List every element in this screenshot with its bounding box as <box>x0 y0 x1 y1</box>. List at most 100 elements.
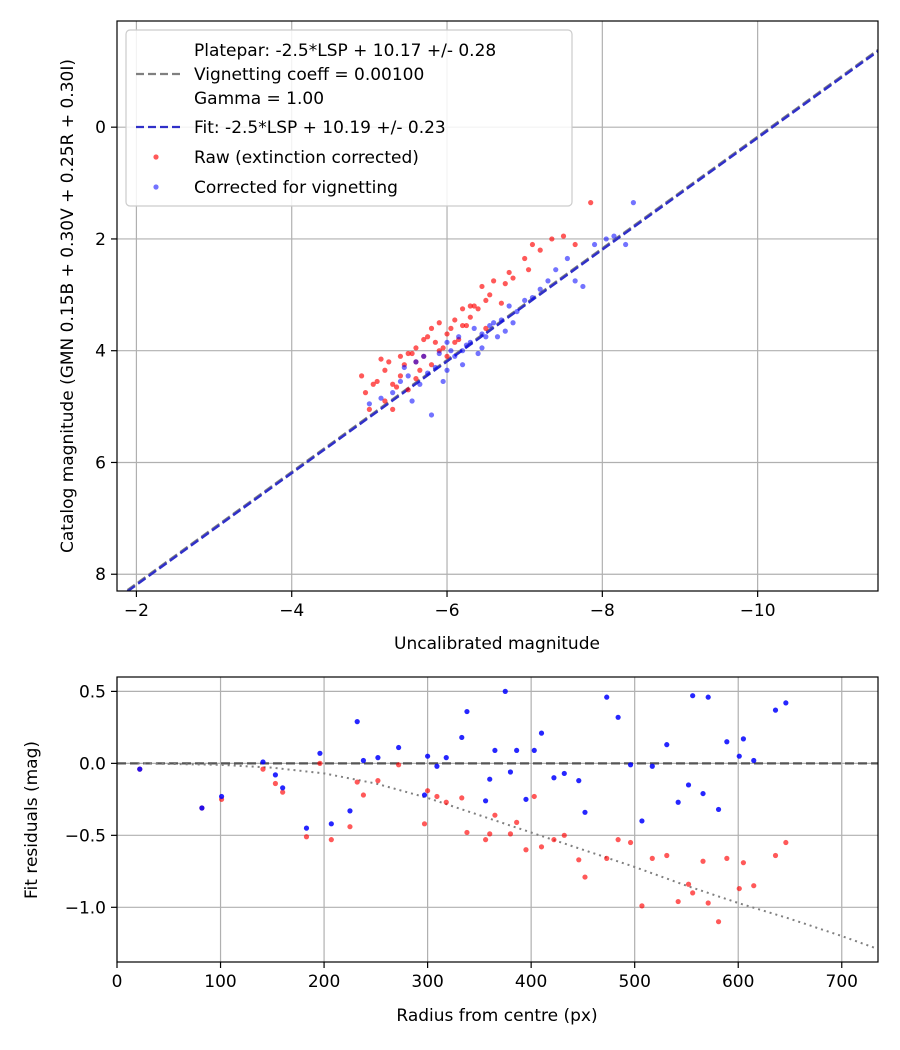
bottom-raw-point <box>464 829 470 836</box>
bottom-x-tick-label: 300 <box>411 972 443 992</box>
top-raw-point <box>390 381 396 387</box>
top-corrected-point <box>459 362 466 368</box>
top-raw-point <box>425 334 431 340</box>
top-y-tick-label: 6 <box>95 453 106 473</box>
bottom-raw-point <box>675 898 681 905</box>
bottom-x-tick-label: 200 <box>308 972 340 992</box>
top-corrected-point <box>483 334 489 340</box>
top-corrected-point <box>591 241 598 248</box>
top-fit-lines <box>124 49 878 591</box>
top-raw-point <box>386 359 392 365</box>
bottom-corrected-point <box>627 762 634 768</box>
bottom-corrected-point <box>280 785 286 791</box>
bottom-x-tick-label: 100 <box>204 972 236 992</box>
legend-raw-marker <box>153 154 159 160</box>
top-corrected-point <box>514 308 520 315</box>
top-corrected-point <box>506 303 512 309</box>
bottom-x-tick-label: 400 <box>515 972 547 992</box>
bottom-corrected-point <box>272 772 279 778</box>
top-raw-point <box>459 322 466 329</box>
top-corrected-point <box>529 295 536 301</box>
bottom-corrected-point <box>375 755 381 761</box>
bottom-raw-point <box>615 837 621 843</box>
top-raw-point <box>382 398 388 404</box>
bottom-raw-point <box>715 919 722 925</box>
top-corrected-point <box>401 364 407 371</box>
top-corrected-point <box>436 350 442 357</box>
top-corrected-point <box>428 412 435 418</box>
bottom-lines <box>117 762 878 950</box>
legend-fit-label: Fit: -2.5*LSP + 10.19 +/- 0.23 <box>194 118 446 138</box>
top-corrected-point <box>475 350 481 357</box>
top-raw-point <box>471 303 477 309</box>
bottom-raw-point <box>685 881 692 887</box>
bottom-raw-point <box>354 779 360 785</box>
top-raw-point <box>467 303 473 309</box>
bottom-corrected-point <box>507 769 514 775</box>
bottom-corrected-point <box>740 736 747 742</box>
top-corrected-point <box>498 317 504 323</box>
top-fit-line <box>125 50 878 591</box>
bottom-vignetting-model-curve <box>137 762 878 950</box>
top-raw-point <box>452 339 458 345</box>
top-raw-point <box>428 325 435 331</box>
top-raw-point <box>537 247 543 253</box>
bottom-y-tick-label: 0.0 <box>79 754 106 774</box>
bottom-raw-point <box>507 831 514 837</box>
top-raw-point <box>362 390 369 396</box>
bottom-corrected-point <box>434 763 440 769</box>
bottom-corrected-point <box>604 694 610 700</box>
top-raw-point <box>560 233 567 239</box>
top-corrected-point <box>452 353 458 359</box>
top-corrected-point <box>545 278 551 284</box>
bottom-raw-point <box>487 831 493 837</box>
top-corrected-point <box>467 339 473 345</box>
bottom-corrected-point <box>425 753 431 759</box>
top-raw-point <box>397 373 404 379</box>
bottom-corrected-point <box>487 776 493 782</box>
top-raw-point <box>444 331 450 337</box>
top-corrected-point <box>456 334 462 340</box>
bottom-raw-point <box>705 900 711 906</box>
bottom-raw-point <box>740 860 747 866</box>
top-plot-frame <box>116 20 879 592</box>
top-corrected-point <box>405 373 411 379</box>
bottom-corrected-point <box>690 693 696 699</box>
top-raw-point <box>421 336 427 343</box>
bottom-corrected-point <box>615 714 621 720</box>
top-y-tick-label: 2 <box>95 230 106 250</box>
bottom-y-tick-label: −1.0 <box>65 898 106 918</box>
top-scatter-points <box>359 200 636 418</box>
top-x-tick-label: −6 <box>434 601 459 621</box>
bottom-raw-point <box>317 760 323 766</box>
top-corrected-point <box>366 401 372 407</box>
bottom-y-tick-label: 0.5 <box>79 682 106 702</box>
top-raw-point <box>390 406 396 412</box>
top-raw-point <box>483 325 489 331</box>
top-raw-point <box>463 322 470 329</box>
bottom-corrected-point <box>482 798 489 804</box>
bottom-corrected-point <box>354 719 360 725</box>
top-corrected-point <box>623 241 629 248</box>
top-corrected-point <box>425 370 431 376</box>
bottom-raw-point <box>443 799 449 805</box>
bottom-corrected-point <box>443 755 449 761</box>
top-y-axis-label: Catalog magnitude (GMN 0.15B + 0.30V + 0… <box>58 59 78 553</box>
bottom-corrected-point <box>317 750 323 756</box>
top-raw-point <box>467 314 473 320</box>
top-corrected-point <box>537 286 543 292</box>
bottom-corrected-point <box>260 759 266 765</box>
top-raw-point <box>525 267 532 273</box>
top-corrected-point <box>448 348 454 354</box>
top-raw-point <box>491 278 497 284</box>
bottom-raw-point <box>434 793 440 800</box>
top-raw-point <box>549 236 555 242</box>
top-x-tick-label: −2 <box>124 601 149 621</box>
bottom-raw-point <box>482 837 489 843</box>
bottom-corrected-point <box>700 790 706 797</box>
top-raw-point <box>440 345 446 351</box>
bottom-raw-point <box>303 834 310 840</box>
bottom-raw-point <box>514 819 520 825</box>
bottom-corrected-point <box>303 825 310 831</box>
